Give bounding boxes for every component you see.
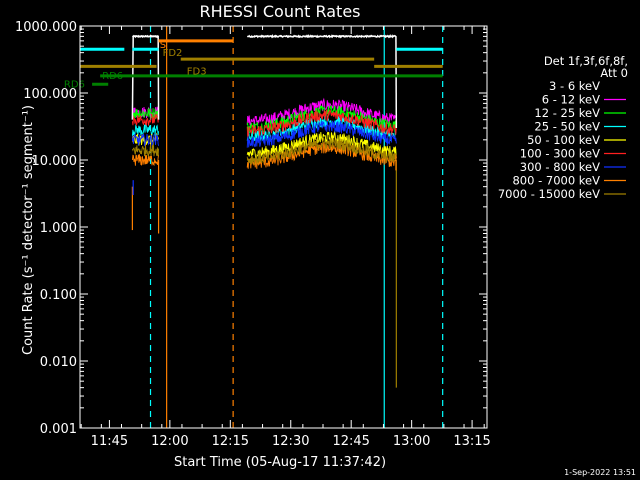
series-line-5-seg-0	[131, 113, 160, 127]
legend-label-1: 6 - 12 keV	[542, 93, 600, 107]
y-tick-label-6: 1000.000	[15, 20, 77, 35]
y-tick-label-5: 100.000	[23, 87, 77, 102]
series-line-8-seg-0	[131, 144, 160, 158]
series-line-5-seg-1	[246, 109, 397, 139]
y-tick-label-1: 0.010	[40, 355, 77, 370]
y-tick-label-2: 0.100	[40, 288, 77, 303]
y-tick-label-4: 10.000	[32, 154, 78, 169]
x-tick-label-2: 12:15	[212, 434, 249, 449]
series-line-7-seg-0	[131, 154, 160, 167]
x-tick-label-5: 13:00	[393, 434, 430, 449]
plot-layer	[131, 26, 444, 428]
series-line-8-seg-1	[246, 137, 397, 165]
axes-layer: 0.001 0.010 0.100 1.000 10.000 100.000 1000.00…	[15, 20, 491, 449]
legend-label-8: 7000 - 15000 keV	[498, 187, 600, 201]
x-tick-label-3: 12:30	[272, 434, 309, 449]
series-line-6-seg-1	[246, 120, 397, 148]
flag-label-3: RD6	[64, 79, 85, 90]
y-tick-label-0: 0.001	[40, 422, 77, 437]
series-line-2-seg-0	[131, 107, 160, 120]
footer-timestamp: 1-Sep-2022 13:51	[564, 468, 636, 477]
flag-label-2: RD6	[102, 71, 123, 82]
x-tick-label-0: 11:45	[91, 434, 128, 449]
series-line-6-seg-0	[131, 133, 160, 148]
legend-label-5: 100 - 300 keV	[520, 147, 600, 161]
flag-label-4: S	[160, 40, 166, 51]
series-line-0-seg-1	[246, 33, 397, 39]
series-envelope-seg-0	[131, 35, 160, 120]
legend-label-2: 12 - 25 keV	[534, 106, 600, 120]
flag-label-0: FD2	[163, 48, 183, 59]
y-axis-label: Count Rate (s⁻¹ detector⁻¹ segment⁻¹)	[21, 105, 36, 355]
legend-header-line-0: Det 1f,3f,6f,8f,	[544, 54, 628, 68]
x-tick-label-1: 12:00	[151, 434, 188, 449]
legend-header-line-1: Att 0	[600, 66, 628, 80]
series-line-7-seg-1	[246, 142, 397, 169]
series-line-1-seg-1	[246, 97, 397, 127]
legend-label-0: 3 - 6 keV	[549, 79, 600, 93]
x-tick-label-4: 12:45	[332, 434, 369, 449]
series-line-4-seg-1	[246, 131, 397, 160]
legend-label-6: 300 - 800 keV	[520, 160, 600, 174]
series-line-1-seg-0	[131, 106, 160, 119]
legend-label-4: 50 - 100 keV	[527, 133, 600, 147]
flag-label-1: FD3	[187, 66, 207, 77]
x-tick-label-6: 13:15	[453, 434, 490, 449]
legend-label-7: 800 - 7000 keV	[512, 174, 600, 188]
legend-label-3: 25 - 50 keV	[534, 120, 600, 134]
x-axis-label: Start Time (05-Aug-17 11:37:42)	[174, 455, 386, 470]
flags-layer: FD2 FD3 RD6 RD6 S	[64, 39, 443, 90]
y-tick-label-3: 1.000	[40, 221, 77, 236]
chart-title: RHESSI Count Rates	[200, 2, 361, 21]
